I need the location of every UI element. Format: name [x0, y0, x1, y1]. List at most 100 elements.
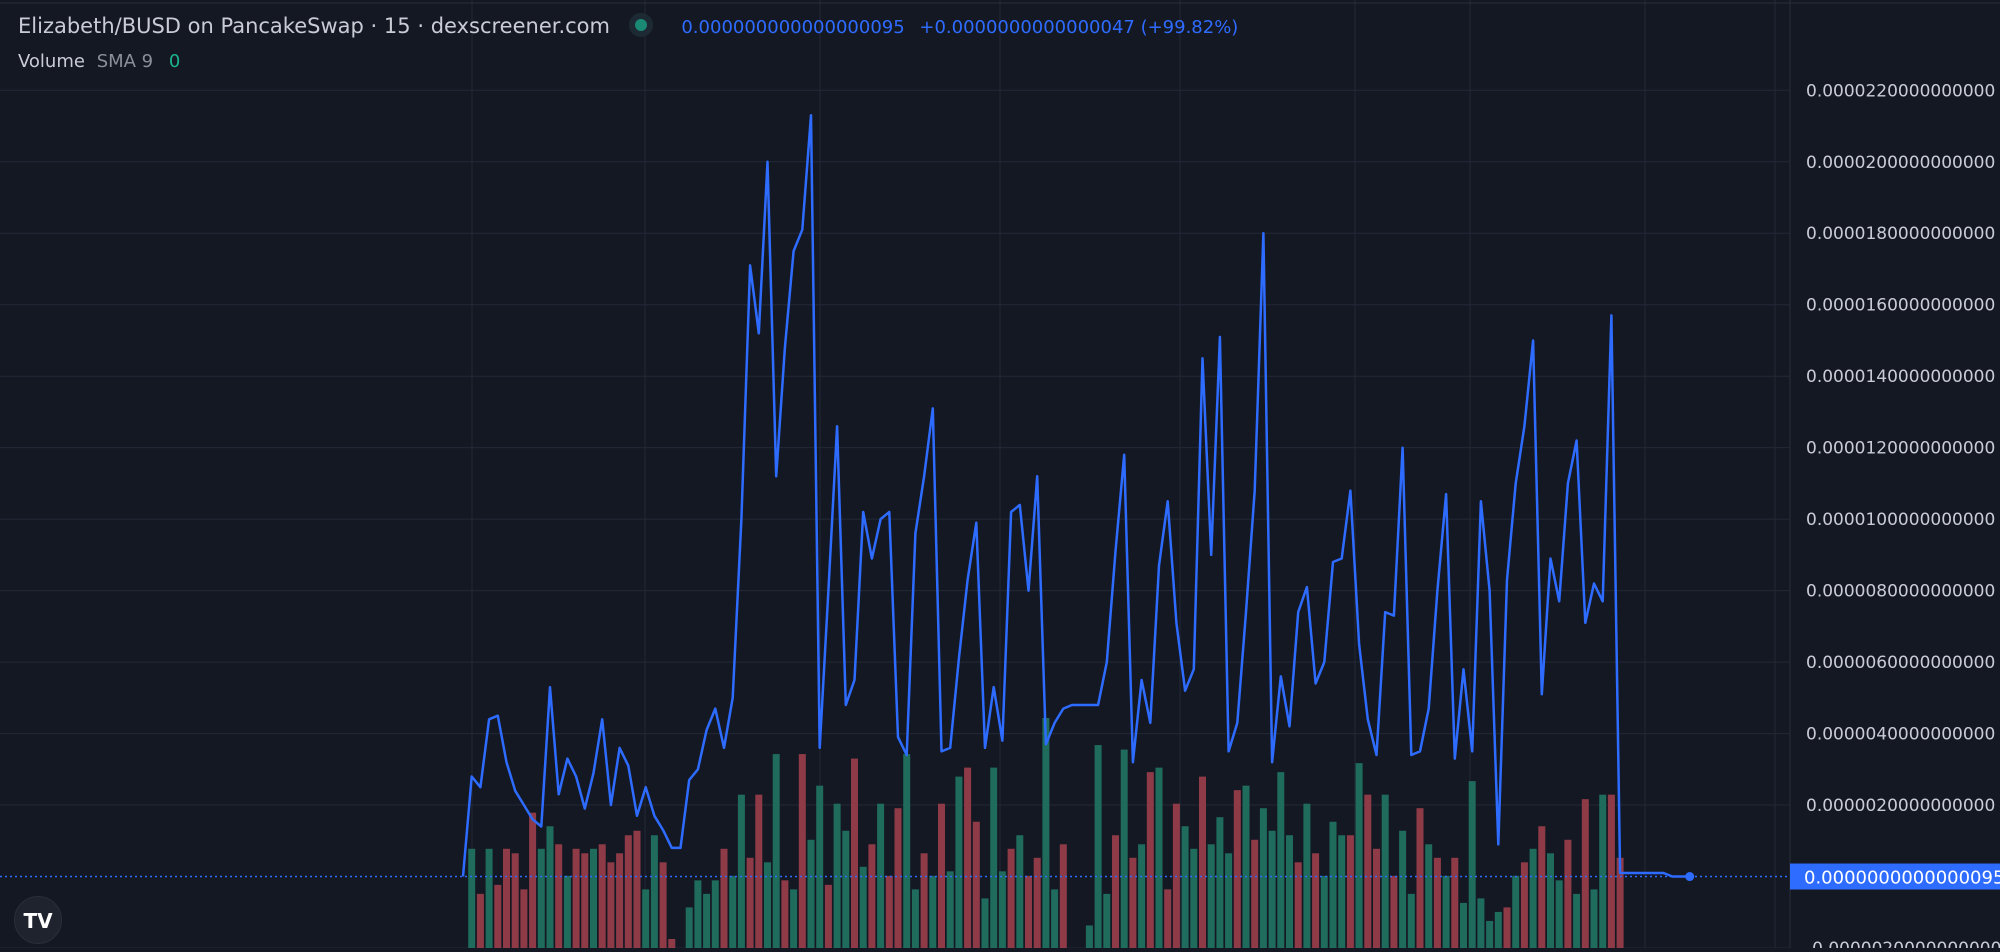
- volume-bar: [547, 826, 554, 948]
- volume-bar: [1060, 844, 1067, 948]
- volume-bar: [1547, 853, 1554, 948]
- volume-bar: [1269, 831, 1276, 948]
- tradingview-logo[interactable]: TV: [14, 896, 62, 944]
- volume-bar: [1190, 849, 1197, 948]
- volume-bar: [1277, 772, 1284, 948]
- volume-bar: [1591, 889, 1598, 948]
- last-price-marker: [1685, 872, 1694, 881]
- volume-bar: [721, 849, 728, 948]
- tradingview-logo-icon: TV: [15, 897, 61, 943]
- volume-bar: [1364, 795, 1371, 948]
- volume-bar: [1042, 718, 1049, 948]
- volume-bar: [1538, 826, 1545, 948]
- volume-bar: [1129, 858, 1136, 948]
- volume-bar: [1330, 822, 1337, 948]
- volume-bar: [1425, 844, 1432, 948]
- volume-bar: [1477, 898, 1484, 948]
- price-line-group: [0, 115, 1790, 881]
- volume-bar: [1121, 750, 1128, 948]
- price-axis: 0.00002200000000000.00002000000000000.00…: [1790, 81, 2000, 948]
- volume-bar: [990, 768, 997, 948]
- volume-bar: [712, 880, 719, 948]
- volume-bar: [921, 853, 928, 948]
- volume-bar: [564, 876, 571, 948]
- price-tick-label: 0.0000100000000000: [1806, 510, 1995, 530]
- volume-bar: [520, 889, 527, 948]
- volume-bar: [729, 876, 736, 948]
- volume-bar: [799, 754, 806, 948]
- volume-bar: [1356, 763, 1363, 948]
- volume-bar: [886, 876, 893, 948]
- volume-bar: [1582, 799, 1589, 948]
- price-tick-label: 0.0000160000000000: [1806, 296, 1995, 316]
- volume-bar: [1451, 858, 1458, 948]
- volume-bar: [982, 898, 989, 948]
- volume-bar: [1321, 876, 1328, 948]
- volume-bar: [590, 849, 597, 948]
- volume-bar: [1295, 862, 1302, 948]
- volume-bar: [529, 813, 536, 948]
- volume-bar: [773, 754, 780, 948]
- price-line: [463, 115, 1690, 876]
- volume-bar: [1234, 790, 1241, 948]
- volume-bar: [1460, 903, 1467, 948]
- volume-bar: [999, 871, 1006, 948]
- source-label: dexscreener.com: [431, 14, 610, 38]
- volume-bar: [781, 880, 788, 948]
- price-tick-label: 0.0000080000000000: [1806, 582, 1995, 602]
- volume-bar: [686, 907, 693, 948]
- price-tick-label: 0.0000120000000000: [1806, 439, 1995, 459]
- volume-bar: [503, 849, 510, 948]
- volume-bar: [1147, 772, 1154, 948]
- volume-bar: [912, 889, 919, 948]
- volume-bar: [625, 835, 632, 948]
- volume-bar: [1086, 925, 1093, 948]
- volume-bar: [660, 862, 667, 948]
- volume-bar: [1347, 835, 1354, 948]
- volume-bar: [868, 844, 875, 948]
- volume-bar: [1199, 777, 1206, 948]
- volume-bar: [1156, 768, 1163, 948]
- volume-bar: [1225, 853, 1232, 948]
- volume-bar: [964, 768, 971, 948]
- volume-bar: [825, 885, 832, 948]
- volume-bar: [1103, 894, 1110, 948]
- volume-bar: [555, 844, 562, 948]
- volume-bar: [1512, 876, 1519, 948]
- volume-bar: [790, 889, 797, 948]
- volume-bar: [755, 795, 762, 948]
- last-price: 0.000000000000000095: [681, 17, 904, 38]
- volume-legend: Volume SMA 9 0: [18, 51, 180, 72]
- volume-bar: [1399, 831, 1406, 948]
- sma-indicator: SMA 9: [97, 51, 153, 72]
- price-change: +0.0000000000000047 (+99.82%): [919, 17, 1238, 38]
- volume-bar: [703, 894, 710, 948]
- volume-bar: [808, 840, 815, 948]
- volume-bar: [651, 835, 658, 948]
- volume-bar: [607, 862, 614, 948]
- volume-bar: [1182, 826, 1189, 948]
- volume-bar: [1599, 795, 1606, 948]
- volume-bar: [1260, 808, 1267, 948]
- volume-bar: [842, 831, 849, 948]
- volume-bar: [1530, 849, 1537, 948]
- price-tick-label: 0.0000140000000000: [1806, 367, 1995, 387]
- volume-bar: [955, 777, 962, 948]
- volume-bar: [1417, 808, 1424, 948]
- separator: ·: [417, 14, 424, 38]
- volume-bar: [1443, 876, 1450, 948]
- volume-bar: [1164, 889, 1171, 948]
- volume-bar: [929, 876, 936, 948]
- volume-bar: [1382, 795, 1389, 948]
- volume-bar: [1390, 876, 1397, 948]
- volume-bar: [1016, 835, 1023, 948]
- volume-bar: [1216, 817, 1223, 948]
- volume-bar: [1556, 880, 1563, 948]
- volume-bar: [1373, 849, 1380, 948]
- volume-bar: [512, 853, 519, 948]
- current-price-label: 0.0000000000000095: [1804, 868, 2000, 889]
- price-tick-label: 0.0000040000000000: [1806, 725, 1995, 745]
- volume-bar: [903, 754, 910, 948]
